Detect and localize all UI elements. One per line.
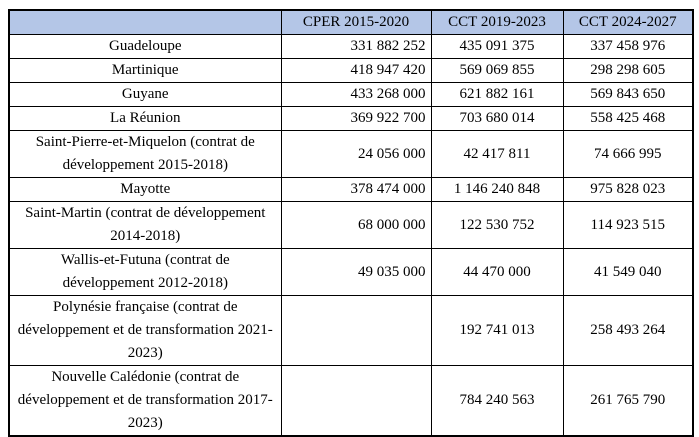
cper-value: 369 922 700 [280, 106, 432, 131]
cct-2024-2027-value: 569 843 650 [562, 82, 694, 107]
territory-label: Saint-Pierre-et-Miquelon (contrat de dév… [8, 130, 282, 178]
header-cct-2024-2027: CCT 2024-2027 [562, 9, 694, 35]
table-row-saint-pierre-et-miquelon: Saint-Pierre-et-Miquelon (contrat de dév… [8, 130, 694, 178]
cct-2019-2023-value: 435 091 375 [430, 34, 564, 59]
territory-label: La Réunion [8, 106, 282, 131]
cct-2019-2023-value: 703 680 014 [430, 106, 564, 131]
cct-2024-2027-value: 41 549 040 [562, 248, 694, 296]
table-row-la-reunion: La Réunion 369 922 700 703 680 014 558 4… [8, 106, 694, 131]
funding-table: CPER 2015-2020 CCT 2019-2023 CCT 2024-20… [8, 9, 694, 437]
cper-value [280, 365, 432, 437]
table-row-wallis-et-futuna: Wallis-et-Futuna (contrat de développeme… [8, 248, 694, 296]
cper-value [280, 295, 432, 366]
cct-2019-2023-value: 569 069 855 [430, 58, 564, 83]
cct-2019-2023-value: 192 741 013 [430, 295, 564, 366]
header-cct-2019-2023: CCT 2019-2023 [430, 9, 564, 35]
table-row-polynesie-francaise: Polynésie française (contrat de développ… [8, 295, 694, 366]
table-row-mayotte: Mayotte 378 474 000 1 146 240 848 975 82… [8, 177, 694, 202]
territory-label: Wallis-et-Futuna (contrat de développeme… [8, 248, 282, 296]
territory-label: Guadeloupe [8, 34, 282, 59]
cper-value: 68 000 000 [280, 201, 432, 249]
cper-value: 418 947 420 [280, 58, 432, 83]
cct-2024-2027-value: 114 923 515 [562, 201, 694, 249]
cper-value: 49 035 000 [280, 248, 432, 296]
table-row-saint-martin: Saint-Martin (contrat de développement 2… [8, 201, 694, 249]
cct-2024-2027-value: 558 425 468 [562, 106, 694, 131]
table-row-guyane: Guyane 433 268 000 621 882 161 569 843 6… [8, 82, 694, 107]
table-row-guadeloupe: Guadeloupe 331 882 252 435 091 375 337 4… [8, 34, 694, 59]
territory-label: Nouvelle Calédonie (contrat de développe… [8, 365, 282, 437]
cct-2019-2023-value: 44 470 000 [430, 248, 564, 296]
table-row-martinique: Martinique 418 947 420 569 069 855 298 2… [8, 58, 694, 83]
cper-value: 24 056 000 [280, 130, 432, 178]
cct-2024-2027-value: 261 765 790 [562, 365, 694, 437]
territory-label: Saint-Martin (contrat de développement 2… [8, 201, 282, 249]
table-row-nouvelle-caledonie: Nouvelle Calédonie (contrat de développe… [8, 365, 694, 437]
cper-value: 378 474 000 [280, 177, 432, 202]
territory-label: Guyane [8, 82, 282, 107]
territory-label: Mayotte [8, 177, 282, 202]
cct-2024-2027-value: 337 458 976 [562, 34, 694, 59]
cct-2019-2023-value: 42 417 811 [430, 130, 564, 178]
header-territory [8, 9, 282, 35]
territory-label: Martinique [8, 58, 282, 83]
header-row: CPER 2015-2020 CCT 2019-2023 CCT 2024-20… [8, 9, 694, 35]
cper-value: 433 268 000 [280, 82, 432, 107]
cct-2024-2027-value: 975 828 023 [562, 177, 694, 202]
cct-2024-2027-value: 258 493 264 [562, 295, 694, 366]
header-cper-2015-2020: CPER 2015-2020 [280, 9, 432, 35]
cct-2019-2023-value: 122 530 752 [430, 201, 564, 249]
cct-2019-2023-value: 1 146 240 848 [430, 177, 564, 202]
cct-2019-2023-value: 621 882 161 [430, 82, 564, 107]
territory-label: Polynésie française (contrat de développ… [8, 295, 282, 366]
cct-2019-2023-value: 784 240 563 [430, 365, 564, 437]
cct-2024-2027-value: 74 666 995 [562, 130, 694, 178]
cct-2024-2027-value: 298 298 605 [562, 58, 694, 83]
cper-value: 331 882 252 [280, 34, 432, 59]
